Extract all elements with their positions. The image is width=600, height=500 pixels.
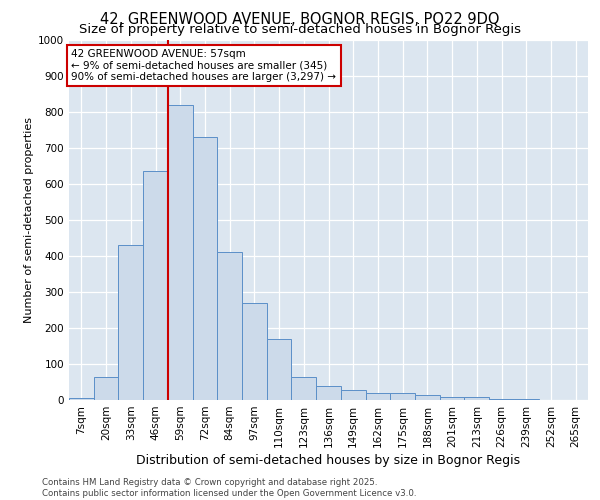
Bar bbox=[217, 252, 242, 400]
Bar bbox=[143, 172, 168, 400]
Bar bbox=[390, 393, 415, 400]
Y-axis label: Number of semi-detached properties: Number of semi-detached properties bbox=[24, 117, 34, 323]
Text: 42, GREENWOOD AVENUE, BOGNOR REGIS, PO22 9DQ: 42, GREENWOOD AVENUE, BOGNOR REGIS, PO22… bbox=[100, 12, 500, 28]
Bar bbox=[94, 376, 118, 400]
Bar bbox=[242, 303, 267, 400]
Text: Size of property relative to semi-detached houses in Bognor Regis: Size of property relative to semi-detach… bbox=[79, 22, 521, 36]
Bar bbox=[267, 339, 292, 400]
Bar bbox=[168, 105, 193, 400]
Bar bbox=[292, 376, 316, 400]
X-axis label: Distribution of semi-detached houses by size in Bognor Regis: Distribution of semi-detached houses by … bbox=[136, 454, 521, 467]
Bar bbox=[440, 397, 464, 400]
Bar bbox=[118, 245, 143, 400]
Bar bbox=[464, 397, 489, 400]
Bar bbox=[365, 393, 390, 400]
Text: Contains HM Land Registry data © Crown copyright and database right 2025.
Contai: Contains HM Land Registry data © Crown c… bbox=[42, 478, 416, 498]
Bar bbox=[69, 398, 94, 400]
Bar bbox=[489, 399, 514, 400]
Text: 42 GREENWOOD AVENUE: 57sqm
← 9% of semi-detached houses are smaller (345)
90% of: 42 GREENWOOD AVENUE: 57sqm ← 9% of semi-… bbox=[71, 49, 337, 82]
Bar bbox=[415, 394, 440, 400]
Bar bbox=[193, 137, 217, 400]
Bar bbox=[514, 399, 539, 400]
Bar bbox=[341, 390, 365, 400]
Bar bbox=[316, 386, 341, 400]
